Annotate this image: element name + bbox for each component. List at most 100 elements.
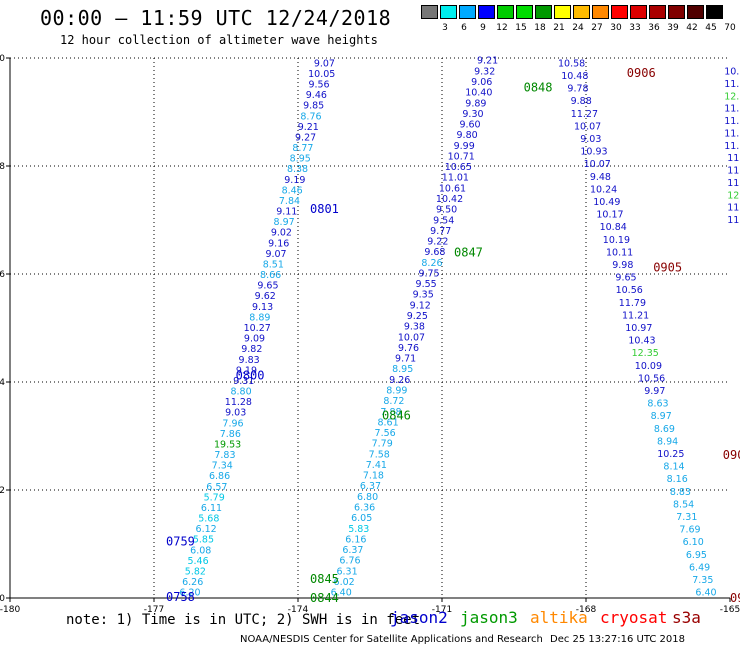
- pass-time-label: 0844: [310, 591, 339, 605]
- swh-value-label: 10.49: [593, 197, 620, 208]
- swh-value-label: 6.80: [357, 492, 378, 503]
- swh-value-label: 10.71: [448, 151, 475, 162]
- legend-s3a: s3a: [672, 608, 701, 627]
- pass-time-label: 0758: [166, 590, 195, 604]
- swh-value-label: 8.38: [287, 164, 308, 175]
- swh-value-label: 6.49: [689, 562, 710, 573]
- y-tick-label: 0: [0, 594, 5, 604]
- generated-timestamp: Dec 25 13:27:16 UTC 2018: [550, 634, 685, 645]
- swh-value-label: 9.48: [590, 172, 611, 183]
- swh-value-label: 11.: [727, 166, 740, 177]
- swh-value-label: 8.72: [383, 396, 404, 407]
- swh-value-label: 11.: [727, 215, 740, 226]
- swh-value-label: 9.75: [418, 268, 439, 279]
- pass-time-label: 0848: [524, 81, 553, 95]
- swh-value-label: 8.83: [670, 487, 691, 498]
- swh-value-label: 5.46: [187, 556, 208, 567]
- swh-value-label: 8.99: [386, 385, 407, 396]
- swh-value-label: 9.89: [465, 98, 486, 109]
- swh-value-label: 11.1: [724, 141, 740, 152]
- swh-value-label: 7.83: [214, 450, 235, 461]
- swh-value-label: 9.12: [410, 300, 431, 311]
- swh-value-label: 10.65: [445, 162, 472, 173]
- swh-value-label: 9.03: [580, 134, 601, 145]
- swh-value-label: 9.35: [413, 290, 434, 301]
- swh-value-label: 11.: [727, 153, 740, 164]
- swh-value-label: 9.21: [298, 122, 319, 133]
- pass-time-label: 0847: [454, 245, 483, 259]
- swh-value-label: 8.46: [282, 185, 303, 196]
- legend-jason2: jason2: [390, 608, 448, 627]
- swh-value-label: 9.46: [306, 90, 327, 101]
- swh-value-label: 9.68: [424, 247, 445, 258]
- swh-value-label: 6.10: [683, 537, 704, 548]
- swh-value-label: 11.79: [619, 298, 646, 309]
- swh-value-label: 7.96: [222, 418, 243, 429]
- swh-value-label: 10.09: [635, 361, 662, 372]
- swh-value-label: 7.56: [375, 428, 396, 439]
- swh-value-label: 8.97: [274, 217, 295, 228]
- swh-value-label: 9.11: [276, 207, 297, 218]
- pass-time-label: 0846: [382, 408, 411, 422]
- swh-value-label: 7.34: [212, 461, 233, 472]
- swh-value-label: 9.25: [407, 311, 428, 322]
- swh-value-label: 9.26: [389, 375, 410, 386]
- swh-value-label: 6.12: [196, 524, 217, 535]
- swh-value-label: 7.58: [369, 449, 390, 460]
- swh-value-label: 10.07: [398, 332, 425, 343]
- swh-value-label: 8.63: [647, 399, 668, 410]
- swh-value-label: 6.11: [201, 503, 222, 514]
- pass-time-label: 0845: [310, 572, 339, 586]
- swh-value-label: 9.30: [462, 109, 483, 120]
- swh-value-label: 9.03: [225, 408, 246, 419]
- swh-value-label: 8.95: [290, 154, 311, 165]
- swh-value-label: 11.01: [442, 173, 469, 184]
- y-tick-label: 10: [0, 54, 5, 64]
- swh-value-label: 9.07: [265, 249, 286, 260]
- pass-time-label: 0904: [723, 448, 740, 462]
- swh-value-label: 10.61: [439, 183, 466, 194]
- swh-value-label: 10.11: [606, 247, 633, 258]
- legend-cryosat: cryosat: [600, 608, 667, 627]
- swh-value-label: 10.93: [580, 147, 607, 158]
- swh-value-label: 9.65: [257, 281, 278, 292]
- swh-value-label: 9.09: [244, 334, 265, 345]
- swh-value-label: 10.43: [628, 336, 655, 347]
- swh-value-label: 8.54: [673, 499, 694, 510]
- swh-value-label: 9.98: [612, 260, 633, 271]
- swh-value-label: 11.21: [622, 310, 649, 321]
- swh-value-label: 6.57: [206, 482, 227, 493]
- swh-value-label: 10.40: [465, 88, 492, 99]
- x-tick-label: -165: [720, 605, 740, 615]
- pass-time-label: 09: [730, 591, 740, 605]
- swh-value-label: 9.76: [398, 343, 419, 354]
- swh-value-label: 8.69: [654, 424, 675, 435]
- swh-value-label: 6.05: [351, 513, 372, 524]
- swh-value-label: 9.56: [308, 80, 329, 91]
- swh-value-label: 9.82: [241, 344, 262, 355]
- swh-value-label: 11.: [727, 203, 740, 214]
- swh-value-label: 7.69: [679, 525, 700, 536]
- swh-value-label: 6.95: [686, 550, 707, 561]
- footnote: note: 1) Time is in UTC; 2) SWH is in fe…: [66, 612, 420, 628]
- swh-value-label: 10.17: [596, 210, 623, 221]
- swh-value-label: 9.21: [477, 56, 498, 67]
- swh-value-label: 7.79: [372, 439, 393, 450]
- swh-value-label: 11.: [727, 178, 740, 189]
- swh-value-label: 10.84: [600, 222, 627, 233]
- swh-value-label: 6.37: [360, 481, 381, 492]
- swh-value-label: 9.60: [459, 120, 480, 131]
- swh-value-label: 8.26: [421, 258, 442, 269]
- pass-time-label: 0800: [236, 369, 265, 383]
- swh-value-label: 5.85: [193, 535, 214, 546]
- swh-value-label: 8.97: [651, 411, 672, 422]
- swh-value-label: 11.1: [724, 128, 740, 139]
- swh-value-label: 12.: [727, 190, 740, 201]
- altimeter-map: 00:00 — 11:59 UTC 12/24/2018 12 hour col…: [0, 0, 740, 650]
- swh-value-label: 11.1: [724, 104, 740, 115]
- swh-value-label: 10.07: [584, 159, 611, 170]
- swh-value-label: 9.85: [303, 101, 324, 112]
- swh-value-label: 8.80: [230, 387, 251, 398]
- swh-value-label: 9.97: [644, 386, 665, 397]
- swh-value-label: 11.9: [724, 116, 740, 127]
